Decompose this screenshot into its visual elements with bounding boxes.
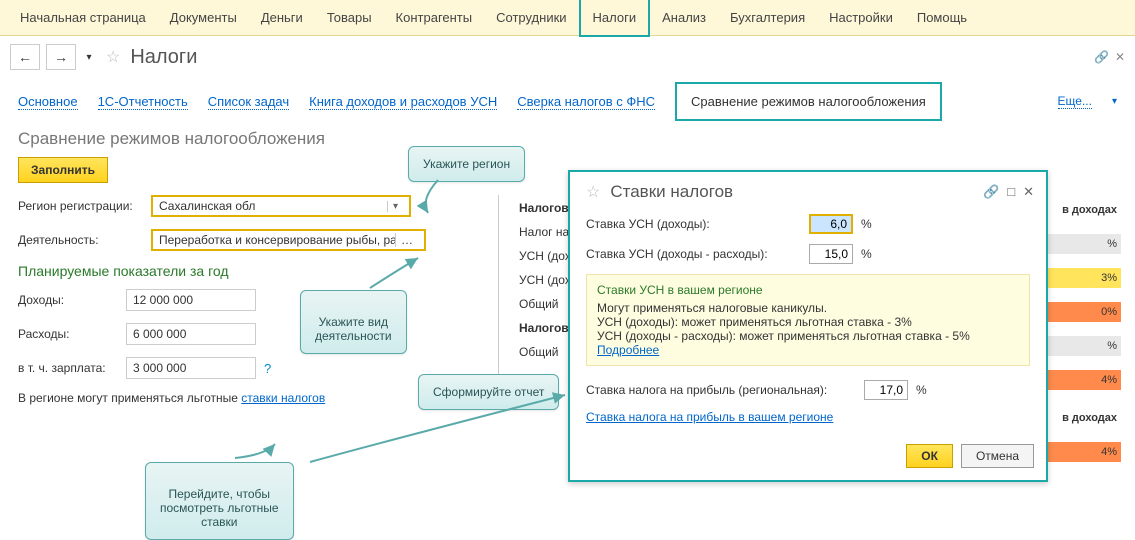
expense-label: Расходы: — [18, 327, 118, 341]
bar: 0% — [1036, 302, 1121, 322]
nav-history-dropdown[interactable]: ▾ — [82, 52, 96, 63]
callout-report: Сформируйте отчет — [418, 374, 559, 410]
bar: 4% — [1036, 370, 1121, 390]
percent-sign: % — [861, 247, 872, 261]
menu-counterparties[interactable]: Контрагенты — [384, 0, 485, 35]
section-title: Сравнение режимов налогообложения — [0, 129, 1135, 157]
menu-analysis[interactable]: Анализ — [650, 0, 718, 35]
bar: 4% — [1036, 442, 1121, 462]
close-page-icon[interactable]: ✕ — [1115, 50, 1125, 64]
note-line: УСН (доходы - расходы): может применятьс… — [597, 329, 1019, 343]
menu-taxes[interactable]: Налоги — [579, 0, 651, 37]
ok-button[interactable]: ОК — [906, 444, 953, 468]
percent-sign: % — [861, 217, 872, 231]
bar: 3% — [1036, 268, 1121, 288]
expense-input[interactable]: 6 000 000 — [126, 323, 256, 345]
activity-value: Переработка и консервирование рыбы, рак — [159, 233, 395, 247]
note-line: УСН (доходы): может применяться льготная… — [597, 315, 1019, 329]
region-rates-note: Ставки УСН в вашем регионе Могут применя… — [586, 274, 1030, 366]
region-dropdown-icon[interactable]: ▾ — [387, 201, 403, 212]
menu-help[interactable]: Помощь — [905, 0, 979, 35]
menu-employees[interactable]: Сотрудники — [484, 0, 578, 35]
page-title: Налоги — [130, 46, 197, 69]
top-menu-bar: Начальная страница Документы Деньги Това… — [0, 0, 1135, 36]
percent-sign: % — [916, 383, 927, 397]
usn-ie-label: Ставка УСН (доходы - расходы): — [586, 247, 801, 261]
salary-help-icon[interactable]: ? — [264, 361, 271, 376]
region-value: Сахалинская обл — [159, 199, 255, 213]
salary-input[interactable]: 3 000 000 — [126, 357, 256, 379]
menu-settings[interactable]: Настройки — [817, 0, 905, 35]
income-label: Доходы: — [18, 293, 118, 307]
rates-hint: В регионе могут применяться льготные ста… — [18, 391, 468, 405]
usn-income-label: Ставка УСН (доходы): — [586, 217, 801, 231]
activity-label: Деятельность: — [18, 233, 143, 247]
bar: % — [1036, 234, 1121, 254]
menu-money[interactable]: Деньги — [249, 0, 315, 35]
planned-title: Планируемые показатели за год — [18, 263, 468, 279]
activity-select[interactable]: Переработка и консервирование рыбы, рак … — [151, 229, 426, 251]
note-title: Ставки УСН в вашем регионе — [597, 283, 1019, 297]
fill-button[interactable]: Заполнить — [18, 157, 108, 183]
menu-documents[interactable]: Документы — [158, 0, 249, 35]
subnav-compare-modes[interactable]: Сравнение режимов налогообложения — [675, 82, 942, 121]
profit-region-link[interactable]: Ставка налога на прибыль в вашем регионе — [586, 410, 833, 424]
subnav-more-chevron-icon[interactable]: ▾ — [1112, 96, 1117, 107]
dialog-close-icon[interactable]: ✕ — [1023, 184, 1034, 200]
nav-back-button[interactable]: ← — [10, 44, 40, 70]
bar-header: в доходах — [1036, 408, 1121, 428]
note-line: Могут применяться налоговые каникулы. — [597, 301, 1019, 315]
tax-rates-dialog: ☆ Ставки налогов 🔗 □ ✕ Ставка УСН (доход… — [568, 170, 1048, 482]
subnav: Основное 1С-Отчетность Список задач Книг… — [0, 78, 1135, 129]
nav-forward-button[interactable]: → — [46, 44, 76, 70]
callout-activity: Укажите вид деятельности — [300, 290, 407, 354]
region-label: Регион регистрации: — [18, 199, 143, 213]
activity-picker-icon[interactable]: … — [395, 233, 418, 247]
income-input[interactable]: 12 000 000 — [126, 289, 256, 311]
link-icon[interactable]: 🔗 — [1094, 50, 1109, 64]
subnav-tasks[interactable]: Список задач — [208, 94, 289, 110]
callout-region: Укажите регион — [408, 146, 525, 182]
usn-income-input[interactable] — [809, 214, 853, 234]
dialog-star-icon[interactable]: ☆ — [586, 182, 600, 202]
result-bars: в доходах % 3% 0% % 4% в доходах 4% — [1036, 200, 1121, 476]
rates-link[interactable]: ставки налогов — [241, 391, 325, 405]
menu-goods[interactable]: Товары — [315, 0, 384, 35]
bar-header: в доходах — [1036, 200, 1121, 220]
subnav-more[interactable]: Еще... — [1058, 94, 1092, 109]
dialog-link-icon[interactable]: 🔗 — [983, 184, 999, 200]
menu-accounting[interactable]: Бухгалтерия — [718, 0, 817, 35]
subnav-1c-report[interactable]: 1С-Отчетность — [98, 94, 188, 110]
nav-row: ← → ▾ ☆ Налоги 🔗 ✕ — [0, 36, 1135, 78]
cancel-button[interactable]: Отмена — [961, 444, 1034, 468]
bar: % — [1036, 336, 1121, 356]
profit-rate-label: Ставка налога на прибыль (региональная): — [586, 383, 856, 397]
note-more-link[interactable]: Подробнее — [597, 343, 659, 357]
menu-home[interactable]: Начальная страница — [8, 0, 158, 35]
salary-label: в т. ч. зарплата: — [18, 361, 118, 375]
dialog-maximize-icon[interactable]: □ — [1007, 184, 1015, 200]
callout-rates: Перейдите, чтобы посмотреть льготные ста… — [145, 462, 294, 540]
subnav-main[interactable]: Основное — [18, 94, 78, 110]
favorite-star-icon[interactable]: ☆ — [106, 47, 120, 67]
usn-ie-input[interactable] — [809, 244, 853, 264]
dialog-title: Ставки налогов — [610, 182, 733, 202]
profit-rate-input[interactable] — [864, 380, 908, 400]
subnav-reconcile[interactable]: Сверка налогов с ФНС — [517, 94, 655, 110]
subnav-ledger[interactable]: Книга доходов и расходов УСН — [309, 94, 497, 110]
region-select[interactable]: Сахалинская обл ▾ — [151, 195, 411, 217]
